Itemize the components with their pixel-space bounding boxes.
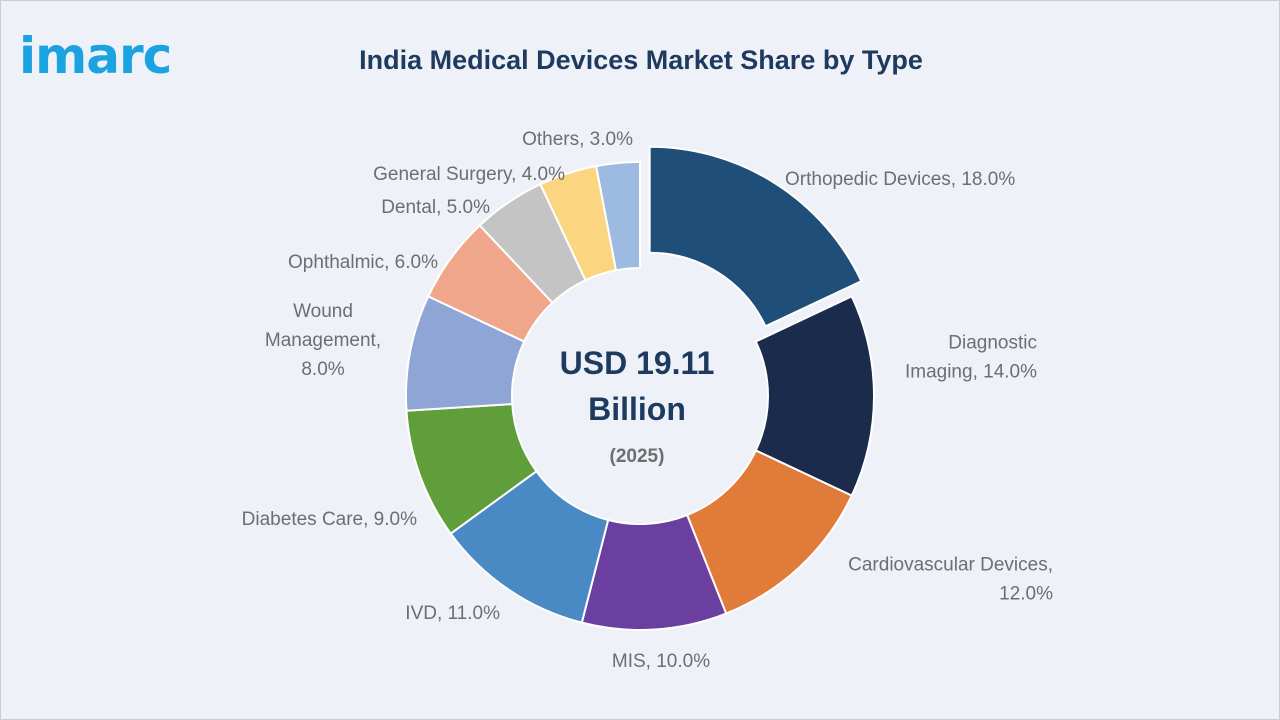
label-orthopedic-devices: Orthopedic Devices, 18.0% bbox=[785, 169, 1015, 190]
label-others: Others, 3.0% bbox=[522, 129, 633, 150]
donut-center: USD 19.11 Billion (2025) bbox=[560, 345, 715, 467]
slice-diagnostic-imaging bbox=[754, 295, 875, 497]
imarc-logo: imarc bbox=[19, 27, 172, 85]
center-unit: Billion bbox=[588, 391, 686, 427]
chart-title: India Medical Devices Market Share by Ty… bbox=[359, 45, 923, 75]
label-ivd: IVD, 11.0% bbox=[405, 603, 500, 624]
label-dental: Dental, 5.0% bbox=[381, 197, 490, 218]
label-cardiovascular-devices: Cardiovascular Devices, 12.0% bbox=[848, 555, 1053, 605]
slice-others bbox=[594, 160, 641, 272]
donut-slices bbox=[405, 145, 875, 631]
center-value: USD 19.11 bbox=[560, 345, 715, 381]
label-ophthalmic: Ophthalmic, 6.0% bbox=[288, 252, 438, 273]
label-general-surgery: General Surgery, 4.0% bbox=[373, 164, 565, 185]
slice-orthopedic-devices bbox=[648, 145, 863, 328]
label-wound-management: Wound Management, 8.0% bbox=[265, 301, 381, 380]
slice-labels: Orthopedic Devices, 18.0% Diagnostic Imagi… bbox=[242, 129, 1053, 672]
label-mis: MIS, 10.0% bbox=[612, 651, 710, 672]
center-year: (2025) bbox=[610, 446, 665, 467]
donut-hole bbox=[513, 269, 767, 523]
label-diagnostic-imaging: Diagnostic Imaging, 14.0% bbox=[905, 333, 1037, 383]
label-diabetes-care: Diabetes Care, 9.0% bbox=[242, 509, 417, 530]
